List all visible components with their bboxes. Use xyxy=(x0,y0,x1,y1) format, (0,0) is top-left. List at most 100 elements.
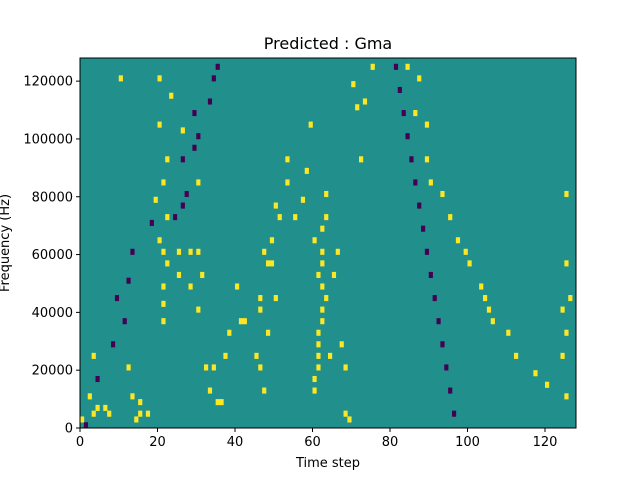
heatmap-cell-high xyxy=(262,248,267,255)
heatmap-cell-high xyxy=(266,260,271,267)
heatmap-cell-high xyxy=(161,248,166,255)
heatmap-cell-low xyxy=(428,271,433,278)
heatmap-cell-high xyxy=(564,190,569,198)
heatmap-cell-low xyxy=(95,375,100,383)
heatmap-cell-high xyxy=(316,341,321,348)
x-tick-label: 0 xyxy=(76,435,84,450)
heatmap-cell-high xyxy=(514,352,519,359)
heatmap-cell-high xyxy=(134,416,139,423)
heatmap-cell-high xyxy=(455,237,461,244)
plot-frame xyxy=(79,57,577,429)
heatmap-cell-high xyxy=(165,260,170,267)
heatmap-cell-high xyxy=(331,271,337,278)
heatmap-cell-low xyxy=(405,133,410,140)
heatmap-cell-high xyxy=(138,410,143,417)
heatmap-cell-high xyxy=(80,416,85,423)
heatmap-cell-high xyxy=(417,75,422,82)
heatmap-cell-high xyxy=(320,283,325,290)
heatmap-cell-high xyxy=(118,75,123,82)
x-axis-ticks: 0 20 40 60 80 100 120 xyxy=(76,428,558,450)
heatmap-cell-high xyxy=(324,190,329,198)
heatmap-cell-high xyxy=(196,179,201,186)
heatmap-cell-high xyxy=(320,248,325,255)
heatmap-cell-high xyxy=(145,410,151,417)
heatmap-cell-low xyxy=(180,156,185,163)
heatmap-cell-high xyxy=(126,364,131,371)
heatmap-cell-low xyxy=(173,214,178,221)
heatmap-cell-high xyxy=(258,364,263,371)
heatmap-cell-low xyxy=(184,190,189,198)
heatmap-cell-low xyxy=(149,219,154,226)
heatmap-cell-high xyxy=(320,306,325,313)
heatmap-cell-high xyxy=(161,179,166,186)
heatmap-cell-high xyxy=(312,237,317,244)
heatmap-cell-high xyxy=(215,399,220,406)
heatmap-cell-high xyxy=(130,393,135,400)
heatmap-cell-high xyxy=(273,202,278,209)
heatmap-cell-high xyxy=(87,393,92,400)
heatmap-cell-high xyxy=(335,248,340,255)
heatmap-cell-high xyxy=(219,399,224,406)
y-tick-label: 20000 xyxy=(32,364,73,379)
heatmap-cell-low xyxy=(114,295,120,302)
heatmap-cell-low xyxy=(444,364,449,371)
heatmap-cell-low xyxy=(180,202,185,209)
y-axis-ticks: 0 20000 40000 60000 80000 100000 120000 xyxy=(23,75,80,437)
heatmap-cell-low xyxy=(211,75,216,82)
heatmap-cell-high xyxy=(161,283,166,290)
heatmap-cell-high xyxy=(328,352,333,359)
heatmap-cell-low xyxy=(417,202,422,209)
x-tick-label: 120 xyxy=(533,435,558,450)
heatmap-cell-high xyxy=(200,271,205,278)
heatmap-cell-high xyxy=(483,295,488,302)
heatmap-cell-high xyxy=(103,404,108,411)
heatmap-cell-high xyxy=(467,260,472,267)
heatmap-cell-high xyxy=(242,318,247,325)
y-tick-label: 40000 xyxy=(32,306,73,321)
heatmap-cell-high xyxy=(320,225,325,232)
y-tick-label: 80000 xyxy=(32,190,73,205)
heatmap-cell-high xyxy=(343,410,348,417)
heatmap-cell-low xyxy=(436,318,441,325)
heatmap-cell-high xyxy=(161,300,166,307)
heatmap-cell-high xyxy=(196,306,201,313)
heatmap-cell-low xyxy=(126,277,131,284)
heatmap-cell-high xyxy=(269,260,275,267)
heatmap-cell-low xyxy=(192,110,197,117)
heatmap-cell-high xyxy=(91,352,96,359)
heatmap-cell-high xyxy=(428,179,433,186)
heatmap-cell-high xyxy=(235,283,240,290)
heatmap-cell-low xyxy=(448,387,453,394)
x-axis-label: Time step xyxy=(295,456,360,471)
heatmap-cell-low xyxy=(393,63,399,70)
heatmap-cell-high xyxy=(545,381,550,388)
heatmap-cell-high xyxy=(440,190,445,198)
heatmap-cell-low xyxy=(401,110,406,117)
heatmap-cell-low xyxy=(424,248,430,255)
heatmap-neutral-background xyxy=(80,58,576,428)
heatmap-cell-low xyxy=(192,144,197,151)
heatmap-cell-high xyxy=(188,283,193,290)
heatmap-cell-high xyxy=(320,318,325,325)
heatmap-cell-high xyxy=(448,214,453,221)
heatmap-cell-high xyxy=(463,248,468,255)
heatmap-cell-high xyxy=(316,329,321,336)
heatmap-cell-low xyxy=(130,248,135,255)
heatmap-cell-high xyxy=(564,393,569,400)
heatmap-cell-high xyxy=(277,214,282,221)
heatmap-cell-high xyxy=(223,352,228,359)
heatmap-cell-high xyxy=(300,196,306,203)
x-tick-label: 60 xyxy=(304,435,321,450)
heatmap-cell-high xyxy=(316,271,321,278)
heatmap-cell-high xyxy=(343,364,348,371)
heatmap-cell-high xyxy=(370,63,375,70)
heatmap-cell-low xyxy=(409,156,414,163)
heatmap-cell-high xyxy=(262,387,267,394)
heatmap-cell-high xyxy=(157,121,162,128)
heatmap-cell-high xyxy=(304,167,309,174)
x-tick-label: 100 xyxy=(455,435,480,450)
heatmap-cell-high xyxy=(91,410,96,417)
heatmap-cell-high xyxy=(165,156,170,163)
heatmap-cell-low xyxy=(111,341,116,348)
heatmap-cell-high xyxy=(413,110,418,117)
